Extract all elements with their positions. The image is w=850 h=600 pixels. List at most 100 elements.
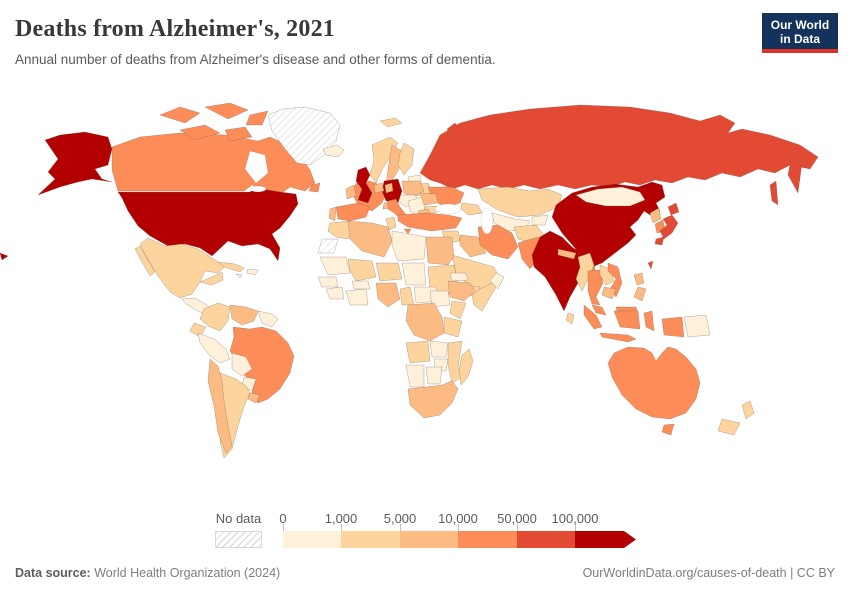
country-chad[interactable] xyxy=(401,262,427,286)
country-guyanas[interactable] xyxy=(257,310,279,328)
country-norway[interactable] xyxy=(369,136,399,184)
country-mexico-baja[interactable] xyxy=(134,245,156,277)
country-north-korea[interactable] xyxy=(649,207,662,224)
country-hispaniola[interactable] xyxy=(246,268,259,276)
country-oman[interactable] xyxy=(489,272,505,290)
legend-swatch-bin4[interactable] xyxy=(458,531,517,548)
country-indonesia-papua[interactable] xyxy=(661,316,685,338)
country-canada-newfoundland[interactable] xyxy=(308,182,321,193)
country-philippines-south[interactable] xyxy=(633,286,647,302)
country-indonesia-kalimantan[interactable] xyxy=(613,310,641,330)
country-uruguay[interactable] xyxy=(247,392,261,404)
country-botswana[interactable] xyxy=(425,366,443,385)
country-jamaica[interactable] xyxy=(235,273,243,279)
country-canada-arctic-4[interactable] xyxy=(179,124,221,141)
country-mexico[interactable] xyxy=(139,237,226,299)
legend-swatch-bin3[interactable] xyxy=(400,531,458,548)
country-cambodia[interactable] xyxy=(601,286,617,300)
country-tunisia[interactable] xyxy=(385,216,397,231)
country-libya[interactable] xyxy=(391,230,427,262)
country-italy-sicily[interactable] xyxy=(403,228,412,235)
country-canada-arctic-3[interactable] xyxy=(245,110,269,126)
country-peru[interactable] xyxy=(197,332,231,364)
country-usa-mainland[interactable] xyxy=(117,185,299,262)
country-australia[interactable] xyxy=(607,346,701,420)
country-cuba[interactable] xyxy=(217,261,245,273)
legend-swatch-bin2[interactable] xyxy=(341,531,400,548)
country-new-zealand-north[interactable] xyxy=(741,400,755,420)
country-somalia[interactable] xyxy=(471,282,497,312)
legend-swatch-bin1[interactable] xyxy=(283,531,341,548)
country-guinea[interactable] xyxy=(325,286,345,300)
country-egypt[interactable] xyxy=(425,236,455,266)
country-mauritania[interactable] xyxy=(319,256,351,276)
country-drc[interactable] xyxy=(405,302,445,342)
country-nepal[interactable] xyxy=(557,248,577,260)
country-south-sudan[interactable] xyxy=(429,290,451,308)
country-denmark[interactable] xyxy=(384,182,394,194)
country-uk[interactable] xyxy=(355,166,373,204)
legend-no-data-swatch[interactable] xyxy=(215,531,262,548)
country-namibia[interactable] xyxy=(405,364,425,388)
country-poland[interactable] xyxy=(401,180,425,198)
country-romania[interactable] xyxy=(419,192,439,206)
country-chile[interactable] xyxy=(207,358,233,454)
country-philippines-luzon[interactable] xyxy=(633,272,645,286)
country-new-zealand-south[interactable] xyxy=(717,418,741,436)
country-japan-hokkaido[interactable] xyxy=(667,202,680,216)
country-canada[interactable] xyxy=(111,132,316,194)
country-portugal[interactable] xyxy=(328,206,337,222)
country-canada-arctic-1[interactable] xyxy=(159,106,201,124)
country-japan-kyushu[interactable] xyxy=(654,236,665,246)
country-kyrgyz-tajik[interactable] xyxy=(531,214,549,226)
country-malaysia[interactable] xyxy=(591,304,607,316)
country-tanzania[interactable] xyxy=(443,316,463,338)
country-algeria[interactable] xyxy=(347,220,393,258)
country-finland[interactable] xyxy=(397,142,415,176)
country-cameroon[interactable] xyxy=(399,286,415,306)
country-myanmar[interactable] xyxy=(575,252,595,292)
country-australia-tasmania[interactable] xyxy=(661,423,675,436)
country-svalbard[interactable] xyxy=(379,117,403,128)
country-madagascar[interactable] xyxy=(458,348,474,386)
country-turkey[interactable] xyxy=(397,212,463,232)
country-zambia[interactable] xyxy=(429,340,449,358)
footer-link[interactable]: OurWorldinData.org/causes-of-death | CC … xyxy=(582,566,835,580)
country-western-sahara[interactable] xyxy=(317,238,339,254)
country-indonesia-sulawesi[interactable] xyxy=(643,310,655,332)
country-angola[interactable] xyxy=(405,340,431,364)
country-venezuela[interactable] xyxy=(229,304,259,326)
country-south-africa[interactable] xyxy=(407,380,459,419)
country-eritrea[interactable] xyxy=(449,272,469,282)
country-netherlands[interactable] xyxy=(373,182,385,194)
country-mexico-yucatan[interactable] xyxy=(199,271,224,286)
country-spain[interactable] xyxy=(335,202,371,222)
country-russia[interactable] xyxy=(419,104,819,190)
country-papua-new-guinea[interactable] xyxy=(683,314,711,338)
country-indonesia-java[interactable] xyxy=(599,332,637,343)
country-colombia[interactable] xyxy=(199,302,231,332)
country-ethiopia[interactable] xyxy=(447,280,476,302)
country-canada-arctic-2[interactable] xyxy=(204,102,249,120)
country-russia-sakhalin[interactable] xyxy=(769,180,779,206)
country-taiwan[interactable] xyxy=(647,260,654,270)
country-russia-novaya-zemlya[interactable] xyxy=(446,122,469,144)
country-ireland[interactable] xyxy=(345,184,357,200)
country-indonesia-sumatra[interactable] xyxy=(583,304,603,330)
country-burkina-faso[interactable] xyxy=(351,280,371,290)
country-niger[interactable] xyxy=(375,262,403,282)
country-mongolia[interactable] xyxy=(575,186,646,207)
country-japan-honshu[interactable] xyxy=(659,214,679,240)
country-ivory-coast-ghana[interactable] xyxy=(345,288,369,306)
country-usa-alaska[interactable] xyxy=(37,131,113,196)
country-iceland[interactable] xyxy=(322,144,345,158)
country-bolivia[interactable] xyxy=(231,352,253,377)
country-usa-hawaii[interactable] xyxy=(0,252,9,261)
country-russia-kamchatka[interactable] xyxy=(787,152,803,194)
country-sri-lanka[interactable] xyxy=(565,312,575,325)
country-kenya[interactable] xyxy=(449,300,467,320)
country-canada-arctic-5[interactable] xyxy=(224,126,253,142)
country-senegal[interactable] xyxy=(317,276,339,288)
legend-swatch-bin6[interactable] xyxy=(575,531,636,548)
country-mali[interactable] xyxy=(347,258,377,282)
